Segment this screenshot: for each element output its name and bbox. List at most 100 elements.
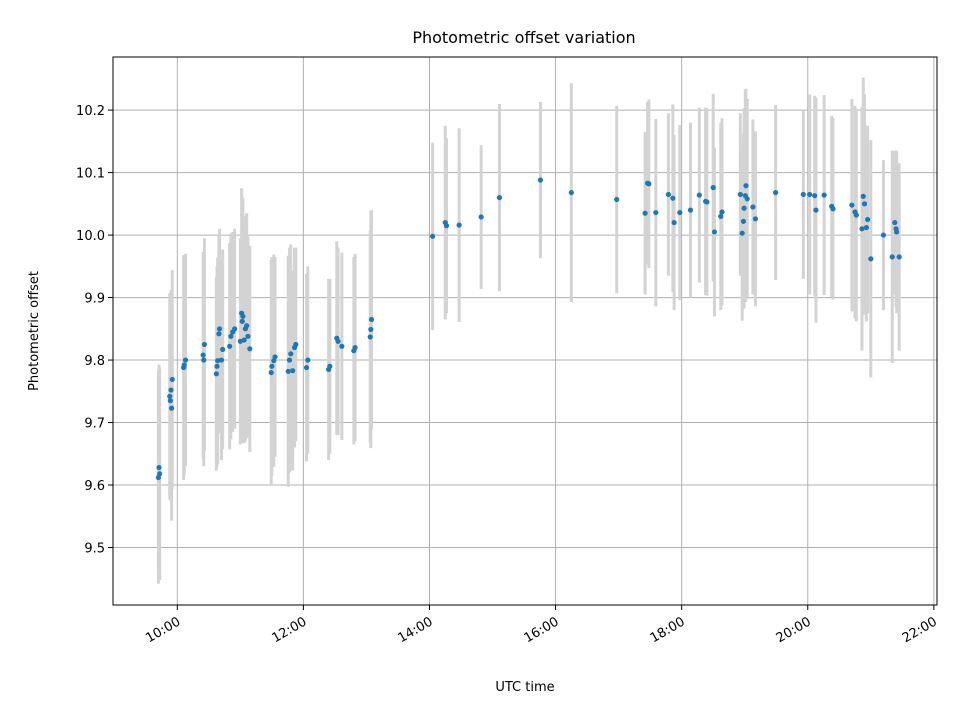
data-point [213,371,219,377]
data-point [241,337,247,343]
y-tick-label: 9.8 [84,354,105,369]
data-point [773,189,779,196]
x-axis-label: UTC time [495,680,554,695]
data-point [216,331,222,337]
data-point [285,368,291,374]
data-point [169,376,175,383]
data-point [220,346,226,353]
data-point [865,216,871,223]
data-point [821,192,827,198]
data-point [272,354,278,360]
data-point [168,387,174,393]
data-point [653,209,659,216]
data-point [750,204,756,210]
data-point [244,323,250,329]
y-tick-label: 10.0 [76,229,105,244]
data-point [201,341,208,348]
data-point [889,254,895,260]
data-point [880,232,887,238]
data-point [181,362,187,368]
data-point [286,357,293,363]
data-point [861,201,868,207]
y-tick-label: 9.9 [84,292,105,307]
data-point [167,393,173,399]
data-point [807,191,813,198]
data-point [646,181,652,187]
data-point [800,191,806,198]
data-point [305,357,311,363]
data-point [368,316,375,323]
data-point [860,193,866,199]
data-point [167,398,173,404]
data-point [677,209,683,216]
y-tick-label: 9.6 [84,479,105,494]
y-axis-ticks: 9.5 9.6 9.7 9.8 9.9 10.0 10.1 10.2 [76,104,113,557]
data-point [665,191,672,198]
data-point [743,183,749,189]
data-point [268,369,274,376]
data-point [739,230,745,236]
chart-title: Photometric offset variation [412,28,635,47]
data-point [247,346,253,352]
data-point [696,192,702,198]
grid-lines [113,57,937,605]
data-point [239,318,245,324]
data-point [868,256,874,262]
data-point [367,334,373,340]
data-point [863,224,869,231]
y-axis-label: Photometric offset [27,271,42,391]
data-point [290,368,296,374]
data-point [240,313,246,319]
data-point [740,218,747,224]
data-point [894,229,900,235]
data-point [687,207,694,213]
data-point [719,209,725,215]
data-point [849,202,855,208]
data-point [200,352,206,358]
data-point [752,216,759,222]
data-point [744,196,750,202]
data-point [303,364,310,371]
data-point [232,326,238,332]
data-point [288,351,294,357]
data-point [182,357,189,363]
data-point [456,222,462,228]
data-point [201,357,207,363]
data-point [216,326,223,332]
y-tick-label: 10.1 [76,167,105,182]
data-point [218,357,225,363]
data-point [812,193,818,199]
data-point [169,405,175,411]
data-point [568,189,574,196]
data-point [537,177,544,183]
data-point [157,471,163,477]
data-point [671,219,677,226]
data-point [327,363,333,369]
data-point [227,343,233,349]
data-point [368,326,374,333]
y-tick-label: 10.2 [76,104,105,119]
data-point [830,206,836,212]
data-point [430,233,436,239]
data-point [741,205,747,211]
data-point [711,229,718,235]
plot-area-frame [112,56,938,606]
data-point [443,223,450,229]
data-point [614,196,620,203]
data-point [670,195,676,201]
data-point [339,343,345,349]
data-point [269,363,275,369]
y-tick-label: 9.7 [84,417,105,432]
data-point [813,207,819,213]
data-point [896,254,902,260]
data-point [156,464,162,471]
data-point [293,341,299,348]
data-point [352,344,358,351]
data-point [478,214,484,220]
data-point [859,226,865,232]
data-point [853,212,859,218]
data-point [642,210,648,216]
data-point [892,219,898,226]
data-point [214,363,220,369]
